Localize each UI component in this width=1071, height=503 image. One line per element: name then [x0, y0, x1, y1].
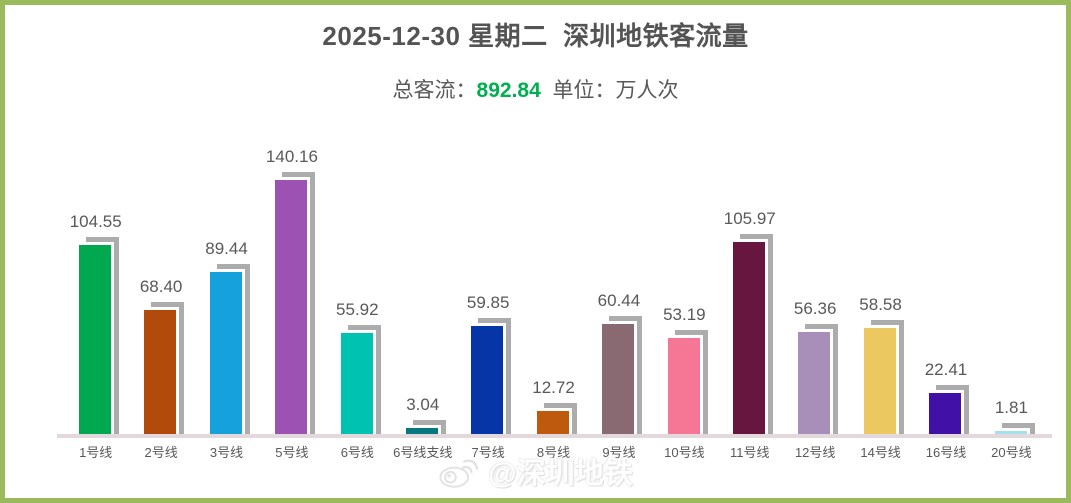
x-label-16号线: 16号线	[925, 445, 967, 460]
x-label-3号线: 3号线	[209, 445, 244, 460]
bar-shadow	[805, 324, 839, 434]
value-label-12号线: 56.36	[793, 299, 837, 318]
x-axis-baseline	[57, 434, 1052, 438]
total-label: 总客流：	[392, 79, 477, 102]
value-label-3号线: 89.44	[205, 239, 248, 258]
bar-8号线	[536, 411, 569, 434]
value-label-6号线: 55.92	[336, 300, 379, 319]
bar-column-11号线: 105.97	[717, 148, 782, 434]
subtitle: 总客流：892.84 单位：万人次	[5, 74, 1066, 104]
bar-5号线	[275, 180, 308, 434]
weibo-icon	[439, 459, 479, 488]
bar-shadow	[282, 172, 316, 434]
bar-12号线	[798, 332, 831, 434]
bar-column-7号线: 59.85	[455, 148, 520, 434]
bar-shadow	[870, 320, 904, 434]
bar-column-10号线: 53.19	[652, 148, 717, 434]
x-label-1号线: 1号线	[79, 445, 113, 460]
bar-columns: 104.55 68.40 89.44 140.16 55.92 3.04 59.85 12.7…	[63, 147, 1044, 434]
bar-9号线	[602, 324, 635, 434]
bar-14号线	[863, 328, 896, 434]
bar-column-1号线: 104.55	[63, 148, 128, 434]
x-label-11号线: 11号线	[730, 445, 770, 460]
x-axis-labels: 1号线 2号线 3号线 5号线 6号线 6号线支线 7号线 8号线 9号线 10号线 11号线 12号…	[63, 442, 1044, 461]
bar-11号线	[733, 242, 766, 434]
bar-column-14号线: 58.58	[848, 148, 913, 434]
bar-6号线支线	[406, 428, 439, 434]
value-label-10号线: 53.19	[663, 305, 706, 324]
bar-chart: 104.55 68.40 89.44 140.16 55.92 3.04 59.85 12.7…	[57, 147, 1052, 438]
value-label-7号线: 59.85	[466, 293, 510, 312]
watermark: @深圳地铁	[5, 450, 1066, 492]
value-label-2号线: 68.40	[139, 277, 183, 296]
x-label-9号线: 9号线	[602, 445, 636, 460]
bar-column-5号线: 140.16	[259, 147, 324, 434]
bar-10号线	[667, 338, 700, 434]
bar-column-8号线: 12.72	[521, 148, 586, 434]
x-label-2号线: 2号线	[144, 445, 178, 460]
total-passenger-value: 892.84	[476, 79, 541, 102]
bar-column-6号线支线: 3.04	[390, 148, 455, 434]
bar-20号线	[994, 431, 1027, 434]
bar-shadow	[86, 237, 119, 434]
value-label-9号线: 60.44	[597, 291, 641, 310]
value-label-14号线: 58.58	[859, 295, 902, 314]
bar-column-9号线: 60.44	[586, 148, 651, 434]
bar-shadow	[413, 420, 447, 434]
x-label-6号线: 6号线	[340, 445, 374, 460]
x-label-12号线: 12号线	[794, 445, 836, 460]
value-label-20号线: 1.81	[994, 398, 1028, 417]
bar-3号线	[209, 272, 242, 434]
bar-shadow	[740, 234, 774, 434]
bar-column-16号线: 22.41	[913, 148, 978, 434]
bar-shadow	[1001, 423, 1035, 434]
value-label-11号线: 105.97	[723, 209, 776, 228]
bar-column-12号线: 56.36	[782, 148, 847, 434]
page-title: 2025-12-30 星期二 深圳地铁客流量	[322, 21, 749, 51]
header: 2025-12-30 星期二 深圳地铁客流量 总客流：892.84 单位：万人次	[5, 5, 1066, 104]
unit-label: 单位：万人次	[540, 79, 679, 102]
bar-shadow	[151, 302, 185, 434]
bar-16号线	[929, 393, 962, 434]
bar-column-6号线: 55.92	[325, 148, 390, 434]
bar-7号线	[471, 326, 504, 434]
x-label-7号线: 7号线	[471, 445, 505, 460]
x-label-14号线: 14号线	[860, 445, 901, 460]
x-label-8号线: 8号线	[536, 445, 571, 460]
x-label-20号线: 20号线	[991, 445, 1032, 460]
bar-shadow	[543, 403, 577, 434]
bar-2号线	[144, 310, 177, 434]
value-label-8号线: 12.72	[532, 378, 575, 397]
watermark-handle: @深圳地铁	[488, 458, 633, 490]
bar-shadow	[609, 316, 643, 434]
bar-column-20号线: 1.81	[979, 148, 1044, 434]
bar-shadow	[347, 325, 381, 434]
bar-1号线	[79, 245, 111, 434]
x-label-10号线: 10号线	[664, 445, 705, 460]
value-label-6号线支线: 3.04	[406, 395, 440, 414]
bar-6号线	[340, 333, 373, 434]
value-label-5号线: 140.16	[265, 147, 318, 166]
value-label-1号线: 104.55	[69, 212, 122, 231]
x-label-6号线支线: 6号线支线	[393, 445, 453, 460]
bar-column-2号线: 68.40	[128, 148, 193, 434]
bar-shadow	[216, 264, 250, 434]
bar-shadow	[674, 330, 708, 434]
bar-shadow	[936, 385, 970, 434]
value-label-16号线: 22.41	[924, 360, 968, 379]
bar-shadow	[478, 318, 512, 434]
x-label-5号线: 5号线	[275, 445, 309, 460]
bar-column-3号线: 89.44	[194, 148, 259, 434]
